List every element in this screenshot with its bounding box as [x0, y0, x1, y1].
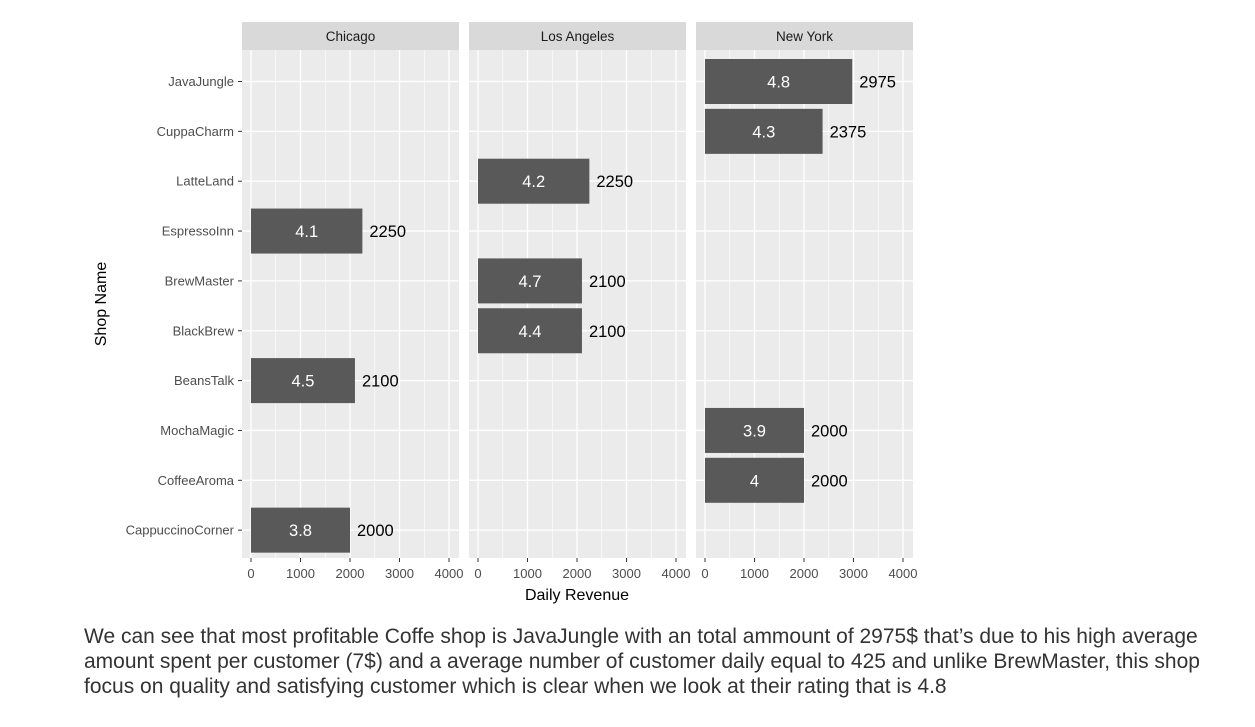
bar-javajungle — [705, 59, 853, 104]
x-tick-label: 1000 — [513, 566, 542, 581]
y-tick-label-beanstalk: BeansTalk — [174, 373, 234, 388]
bar-rating-label: 4.7 — [519, 273, 542, 291]
x-tick-label: 3000 — [612, 566, 641, 581]
bar-rating-label: 4.2 — [522, 173, 545, 191]
x-tick-label: 0 — [474, 566, 481, 581]
x-tick-label: 0 — [701, 566, 708, 581]
bar-rating-label: 3.8 — [289, 522, 312, 540]
bar-value-label: 2000 — [811, 422, 848, 440]
bar-cuppacharm — [705, 108, 823, 154]
x-tick-label: 3000 — [839, 566, 868, 581]
y-tick-label-javajungle: JavaJungle — [168, 74, 234, 89]
facet-label-new-york: New York — [776, 29, 833, 44]
facet-strip — [242, 22, 459, 50]
facet-label-chicago: Chicago — [326, 29, 376, 44]
x-tick-label: 1000 — [740, 566, 769, 581]
bar-espressoinn — [251, 208, 363, 254]
y-tick-label-cuppacharm: CuppaCharm — [157, 124, 234, 139]
bar-coffeearoma — [705, 457, 804, 503]
bar-mochamagic — [705, 407, 804, 453]
x-tick-label: 2000 — [563, 566, 592, 581]
y-tick-label-brewmaster: BrewMaster — [165, 273, 235, 288]
x-tick-label: 4000 — [435, 566, 464, 581]
facet-strip — [469, 22, 686, 50]
bar-latteland — [478, 158, 590, 204]
bar-rating-label: 4.5 — [292, 373, 315, 391]
y-tick-label-mochamagic: MochaMagic — [160, 423, 234, 438]
x-tick-label: 4000 — [889, 566, 918, 581]
bar-rating-label: 4.1 — [295, 223, 318, 241]
bar-rating-label: 3.9 — [743, 422, 766, 440]
bar-rating-label: 4 — [750, 472, 759, 490]
bar-cappuccinocorner — [251, 507, 350, 553]
caption-text: We can see that most profitable Coffe sh… — [84, 625, 1200, 698]
y-tick-label-cappuccinocorner: CappuccinoCorner — [126, 523, 235, 538]
x-tick-label: 1000 — [286, 566, 315, 581]
bar-value-label: 2375 — [830, 123, 867, 141]
facet-label-los-angeles: Los Angeles — [541, 29, 615, 44]
x-tick-label: 2000 — [336, 566, 365, 581]
bar-value-label: 2250 — [596, 173, 633, 191]
y-tick-label-latteland: LatteLand — [176, 174, 234, 189]
bar-brewmaster — [478, 258, 582, 304]
bar-beanstalk — [251, 358, 355, 404]
bar-value-label: 2975 — [859, 74, 896, 92]
bar-rating-label: 4.4 — [519, 323, 542, 341]
x-tick-label: 2000 — [790, 566, 819, 581]
y-tick-label-coffeearoma: CoffeeAroma — [158, 473, 235, 488]
y-axis-title: Shop Name — [93, 262, 110, 347]
bar-rating-label: 4.3 — [752, 123, 775, 141]
bar-rating-label: 4.8 — [767, 74, 790, 92]
bar-value-label: 2100 — [589, 273, 626, 291]
bar-value-label: 2250 — [369, 223, 406, 241]
facet-strip — [696, 22, 913, 50]
bar-value-label: 2100 — [362, 373, 399, 391]
y-tick-label-blackbrew: BlackBrew — [173, 323, 235, 338]
bar-value-label: 2100 — [589, 323, 626, 341]
x-tick-label: 0 — [247, 566, 254, 581]
bar-value-label: 2000 — [357, 522, 394, 540]
faceted-bar-chart: Chicago 0 1000 2000 3000 4000 Los Angeles 0 1000… — [93, 22, 918, 604]
x-axis-title: Daily Revenue — [525, 587, 629, 604]
y-tick-label-espressoinn: EspressoInn — [162, 224, 234, 239]
bar-blackbrew — [478, 308, 582, 354]
bar-value-label: 2000 — [811, 472, 848, 490]
x-tick-label: 3000 — [385, 566, 414, 581]
x-tick-label: 4000 — [662, 566, 691, 581]
